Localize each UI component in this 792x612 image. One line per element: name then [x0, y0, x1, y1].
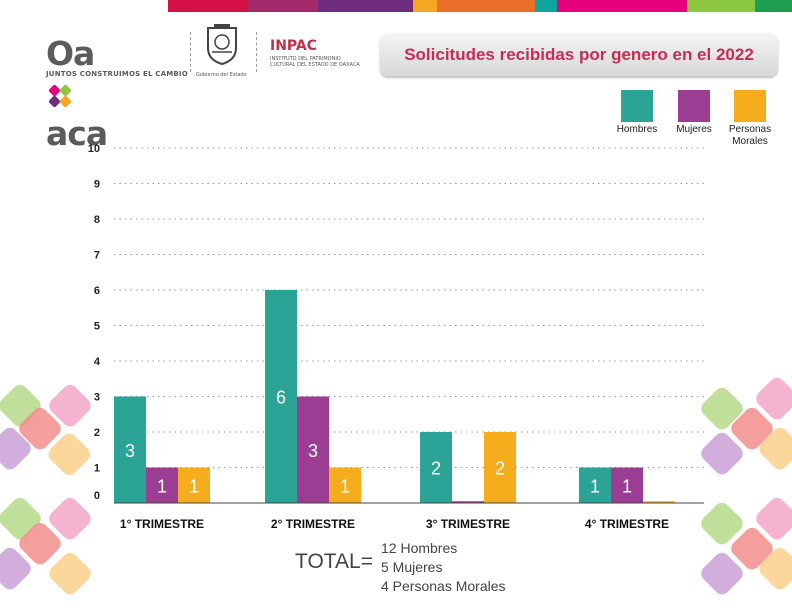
bar-data-label: 3	[125, 441, 135, 461]
y-tick-label: 1	[94, 463, 100, 475]
bar	[420, 432, 452, 503]
x-category-label: 3° TRIMESTRE	[426, 517, 510, 531]
inpac-title: INPAC	[270, 38, 318, 54]
legend-swatch-mujeres	[678, 90, 710, 122]
bar	[579, 467, 611, 503]
bar-data-label: 1	[622, 476, 632, 496]
x-category-label: 4° TRIMESTRE	[585, 517, 669, 531]
bar	[452, 501, 484, 503]
bar-data-label: 6	[276, 388, 286, 408]
seal-caption: Gobierno del Estado	[196, 72, 247, 78]
x-category-label: 2° TRIMESTRE	[271, 517, 355, 531]
inpac-subtitle: INSTITUTO DEL PATRIMONIO CULTURAL DEL ES…	[270, 56, 360, 68]
bar	[484, 432, 516, 503]
bar-data-label: 2	[495, 459, 505, 479]
bar-data-label: 2	[431, 459, 441, 479]
legend-item-mujeres: Mujeres	[664, 90, 724, 136]
y-tick-label: 5	[94, 321, 100, 333]
state-seal-icon	[207, 24, 237, 66]
total-line-morales: 4 Personas Morales	[381, 578, 506, 594]
bar-data-label: 1	[340, 476, 350, 496]
bar-data-label: 1	[189, 476, 199, 496]
y-tick-label: 4	[94, 356, 101, 368]
legend-swatch-morales	[734, 90, 766, 122]
logo-wordmark: Oa aca	[46, 34, 108, 154]
total-label: TOTAL=	[295, 550, 374, 573]
header-divider-2	[256, 32, 258, 72]
bar-data-label: 1	[157, 476, 167, 496]
legend-label-mujeres: Mujeres	[676, 124, 712, 135]
legend-item-morales: Personas Morales	[719, 90, 781, 148]
y-tick-label: 7	[94, 250, 100, 262]
total-line-hombres: 12 Hombres	[381, 540, 458, 556]
right-decoration	[701, 377, 792, 595]
top-color-stripe	[0, 0, 792, 12]
x-category-label: 1° TRIMESTRE	[120, 517, 204, 531]
header-divider	[190, 32, 192, 72]
legend-label-morales: Personas Morales	[728, 124, 772, 147]
bar	[178, 467, 210, 503]
chart-title: Solicitudes recibidas por genero en el 2…	[404, 45, 754, 64]
y-tick-label: 3	[94, 392, 100, 404]
bar	[297, 396, 329, 503]
bar-data-label: 1	[590, 476, 600, 496]
left-decoration	[0, 385, 91, 595]
legend-label-hombres: Hombres	[616, 124, 658, 135]
bar	[643, 501, 675, 503]
logo-word-right: aca	[46, 114, 108, 153]
bar	[329, 467, 361, 503]
legend-swatch-hombres	[621, 90, 653, 122]
bar	[265, 290, 297, 503]
bar	[611, 467, 643, 503]
chart-title-box: Solicitudes recibidas por genero en el 2…	[380, 33, 778, 76]
bar-data-label: 3	[308, 441, 318, 461]
logo-x-icon	[48, 84, 72, 107]
y-tick-label: 8	[94, 214, 100, 226]
y-tick-label: 9	[94, 179, 100, 191]
y-tick-label: 6	[94, 285, 100, 297]
y-tick-label: 10	[88, 143, 100, 155]
total-line-mujeres: 5 Mujeres	[381, 559, 443, 575]
legend-item-hombres: Hombres	[607, 90, 667, 136]
bar	[114, 396, 146, 503]
y-tick-label: 2	[94, 427, 100, 439]
y-tick-label: 0	[94, 490, 100, 502]
logo-tagline: JUNTOS CONSTRUIMOS EL CAMBIO	[46, 70, 188, 78]
logo-word-left: Oa	[46, 34, 95, 73]
bar	[146, 467, 178, 503]
